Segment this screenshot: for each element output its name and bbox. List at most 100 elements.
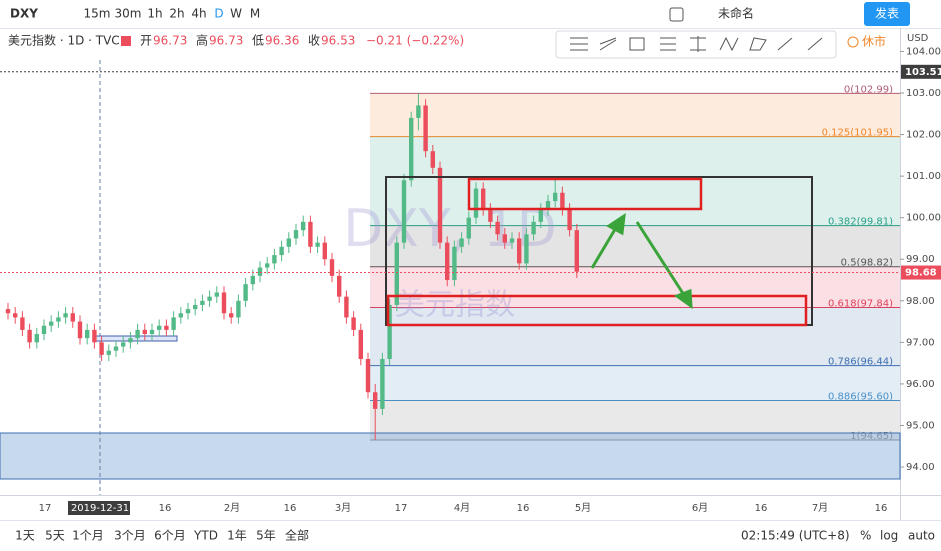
price-tick-label: 104.00 xyxy=(906,46,941,57)
fib-retracement: 0(102.99) 0.125(101.95) 0.382(99.81) 0.5(98… xyxy=(370,84,900,442)
interval[interactable]: 15m xyxy=(84,7,111,21)
layout-name[interactable]: 未命名 xyxy=(718,6,754,21)
checkbox[interactable] xyxy=(669,7,684,22)
range-button[interactable]: YTD xyxy=(193,529,218,543)
publish-label[interactable]: 发表 xyxy=(875,6,899,21)
publish-button[interactable] xyxy=(864,2,910,26)
tool-icon[interactable] xyxy=(690,36,706,52)
candle-body xyxy=(380,358,385,409)
candle-body xyxy=(99,342,104,355)
interval[interactable]: W xyxy=(230,7,242,21)
candle-body xyxy=(164,325,169,330)
interval[interactable]: 2h xyxy=(169,7,184,21)
tool-icon[interactable] xyxy=(807,37,823,51)
candle-body xyxy=(135,329,140,339)
percent-toggle[interactable]: % xyxy=(860,529,871,543)
date-label: 6月 xyxy=(692,502,708,514)
interval[interactable]: D xyxy=(214,7,223,21)
candle-body xyxy=(106,350,111,355)
fib-label: 0.618(97.84) xyxy=(828,298,893,309)
candle-body xyxy=(63,313,68,318)
arrow-down xyxy=(635,221,686,296)
range-button[interactable]: 1年 xyxy=(227,529,247,543)
zone-rectangle xyxy=(0,432,901,480)
candle-body xyxy=(286,238,291,247)
price-tick-label: 94.00 xyxy=(906,462,935,473)
candle-body xyxy=(41,325,47,335)
tool-icon[interactable] xyxy=(599,37,617,51)
range-button[interactable]: 6个月 xyxy=(154,529,186,543)
log-toggle[interactable]: log xyxy=(880,529,898,543)
interval[interactable]: 30m xyxy=(115,7,142,21)
tool-icon[interactable] xyxy=(777,37,793,51)
candle-body xyxy=(200,300,205,305)
candle-body xyxy=(509,238,515,243)
forecast-arrows xyxy=(590,212,693,310)
date-highlight xyxy=(68,501,130,515)
currency-label: USD xyxy=(907,33,929,44)
interval[interactable]: M xyxy=(250,7,260,21)
candle-body xyxy=(279,246,284,256)
candle-body xyxy=(250,275,255,285)
range-button[interactable]: 全部 xyxy=(285,528,309,543)
resistance-box xyxy=(467,177,703,211)
legend-change: −0.21 (−0.22%) xyxy=(366,34,464,48)
price-tag-label: 98.68 xyxy=(905,268,937,279)
price-tick-label: 95.00 xyxy=(906,420,935,431)
date-label: 16 xyxy=(517,503,530,514)
range-button[interactable]: 1个月 xyxy=(72,529,104,543)
tool-icon[interactable] xyxy=(629,37,645,51)
candle-body xyxy=(113,346,119,351)
candle-body xyxy=(553,192,558,202)
date-label: 2月 xyxy=(224,502,240,514)
date-label: 7月 xyxy=(812,502,828,514)
candles xyxy=(5,93,579,441)
candle-body xyxy=(157,325,162,330)
candle-body xyxy=(20,317,25,330)
range-button[interactable]: 5年 xyxy=(256,529,276,543)
candle-body xyxy=(214,292,219,297)
symbol[interactable]: DXY xyxy=(10,7,38,21)
candle-body xyxy=(77,321,83,339)
candle-body xyxy=(401,180,407,243)
candle-body xyxy=(358,329,363,359)
candle-body xyxy=(445,242,450,281)
candle-body xyxy=(193,304,198,310)
candle-body xyxy=(171,317,176,330)
tool-icon[interactable] xyxy=(749,37,767,51)
candle-body xyxy=(142,329,147,335)
drawing-toolbar[interactable] xyxy=(555,30,837,59)
candle-body xyxy=(574,230,579,272)
candle-body xyxy=(56,317,61,322)
range-button[interactable]: 3个月 xyxy=(114,529,146,543)
drawing-tools xyxy=(570,36,823,52)
tool-icon[interactable] xyxy=(570,37,588,51)
range-button[interactable]: 5天 xyxy=(45,529,65,543)
candle-body xyxy=(481,188,486,210)
candle-body xyxy=(538,209,543,222)
tool-icon[interactable] xyxy=(719,36,739,52)
support-box xyxy=(386,294,808,327)
candle-body xyxy=(365,358,371,393)
auto-toggle[interactable]: auto xyxy=(908,529,935,543)
candle-body xyxy=(149,329,155,335)
candle-body xyxy=(517,238,522,264)
candle-body xyxy=(473,188,479,218)
date-label: 17 xyxy=(39,503,52,514)
candle-body xyxy=(257,267,263,276)
date-label: 3月 xyxy=(335,502,351,514)
interval[interactable]: 4h xyxy=(191,7,206,21)
candle-body xyxy=(437,167,443,243)
range-button[interactable]: 1天 xyxy=(15,529,35,543)
candle-body xyxy=(524,234,529,264)
arrow-head xyxy=(606,212,626,236)
candle-body xyxy=(243,284,248,301)
market-status: 休市 xyxy=(862,34,886,49)
tool-icon[interactable] xyxy=(660,37,676,51)
date-label: 16 xyxy=(159,503,172,514)
candle-body xyxy=(387,304,392,359)
interval[interactable]: 1h xyxy=(147,7,162,21)
price-tick-label: 98.00 xyxy=(906,296,935,307)
candle-body xyxy=(49,321,54,326)
candle-body xyxy=(337,275,342,297)
